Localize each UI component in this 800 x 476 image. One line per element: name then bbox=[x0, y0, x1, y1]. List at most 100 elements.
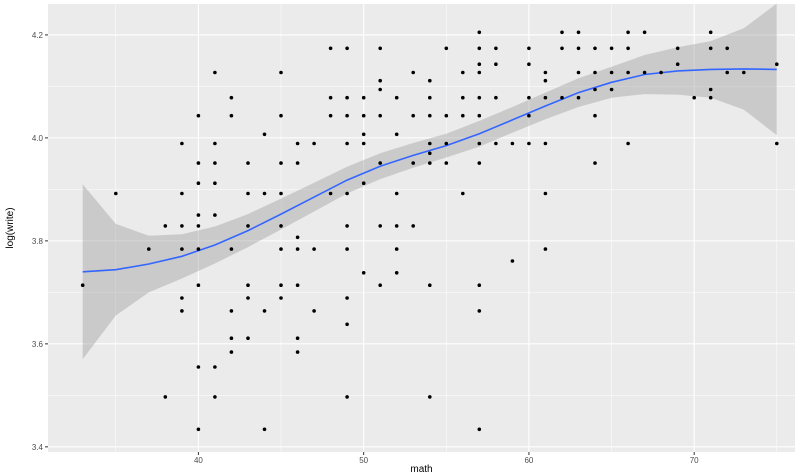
data-point bbox=[527, 141, 531, 146]
data-point bbox=[180, 296, 184, 300]
data-point bbox=[494, 141, 498, 146]
confidence-ribbon bbox=[82, 3, 777, 360]
data-point bbox=[196, 427, 201, 432]
data-point bbox=[213, 181, 217, 185]
data-point bbox=[477, 113, 482, 118]
data-point bbox=[361, 113, 366, 118]
data-point bbox=[378, 46, 383, 51]
data-point bbox=[560, 95, 564, 100]
data-point bbox=[345, 224, 349, 228]
x-tick-label: 40 bbox=[194, 456, 203, 465]
data-point bbox=[708, 46, 713, 51]
data-point bbox=[775, 141, 779, 146]
data-point bbox=[180, 309, 184, 313]
data-point bbox=[246, 224, 250, 228]
data-point bbox=[494, 95, 498, 100]
data-point bbox=[196, 283, 201, 288]
data-point bbox=[345, 395, 349, 399]
data-point bbox=[213, 70, 217, 75]
y-axis-title: log(write) bbox=[5, 207, 16, 248]
data-point bbox=[345, 141, 349, 146]
data-point bbox=[229, 113, 234, 118]
data-point bbox=[626, 70, 630, 75]
data-point bbox=[593, 46, 597, 51]
data-point bbox=[262, 132, 267, 137]
data-point bbox=[213, 213, 217, 217]
data-point bbox=[361, 132, 366, 137]
data-point bbox=[196, 161, 201, 165]
data-point bbox=[114, 191, 118, 196]
data-point bbox=[510, 259, 515, 263]
data-point bbox=[477, 427, 482, 432]
y-tick-label: 3.6 bbox=[32, 340, 44, 349]
data-point bbox=[229, 336, 234, 341]
data-point bbox=[428, 95, 432, 100]
data-point bbox=[279, 113, 283, 118]
data-point bbox=[394, 224, 399, 228]
data-point bbox=[295, 235, 300, 240]
data-point bbox=[279, 296, 283, 300]
data-point bbox=[394, 191, 399, 196]
data-point bbox=[593, 87, 597, 92]
data-point bbox=[213, 365, 217, 369]
data-point bbox=[180, 224, 184, 228]
data-point bbox=[411, 70, 416, 75]
data-point bbox=[196, 213, 201, 217]
data-point bbox=[593, 113, 597, 118]
x-axis-title: math bbox=[410, 464, 432, 475]
data-point bbox=[444, 46, 449, 51]
data-point bbox=[708, 30, 713, 35]
data-point bbox=[477, 283, 482, 288]
data-point bbox=[725, 46, 729, 51]
data-point bbox=[444, 113, 449, 118]
data-point bbox=[279, 224, 283, 228]
data-point bbox=[708, 87, 713, 92]
data-point bbox=[295, 141, 300, 146]
data-point bbox=[213, 395, 217, 399]
data-point bbox=[494, 62, 498, 66]
x-tick-label: 70 bbox=[690, 456, 699, 465]
data-point bbox=[196, 365, 201, 369]
data-point bbox=[279, 191, 283, 196]
data-point bbox=[312, 247, 316, 251]
data-point bbox=[742, 70, 746, 75]
data-point bbox=[361, 271, 366, 275]
data-point bbox=[345, 322, 349, 327]
data-point bbox=[560, 46, 564, 51]
grid-major bbox=[48, 4, 795, 452]
data-point bbox=[543, 78, 548, 83]
data-point bbox=[675, 46, 680, 51]
data-point bbox=[246, 191, 250, 196]
x-axis-ticks: 40 50 60 70 bbox=[194, 452, 699, 465]
y-tick-label: 4.2 bbox=[32, 31, 44, 40]
data-point bbox=[246, 283, 250, 288]
data-point bbox=[345, 247, 349, 251]
data-point bbox=[576, 95, 581, 100]
data-point bbox=[477, 30, 482, 35]
data-point bbox=[328, 46, 333, 51]
data-point bbox=[461, 113, 465, 118]
data-point bbox=[262, 191, 267, 196]
x-tick-label: 60 bbox=[524, 456, 533, 465]
data-point bbox=[609, 87, 614, 92]
data-point bbox=[295, 283, 300, 288]
data-point bbox=[725, 70, 729, 75]
data-point bbox=[229, 247, 234, 251]
data-point bbox=[642, 30, 647, 35]
data-point bbox=[229, 350, 234, 354]
data-point bbox=[527, 113, 531, 118]
data-point bbox=[246, 296, 250, 300]
x-tick-label: 50 bbox=[359, 456, 368, 465]
data-point bbox=[411, 161, 416, 165]
data-point bbox=[428, 78, 432, 83]
data-point bbox=[626, 46, 630, 51]
data-point bbox=[279, 283, 283, 288]
data-point bbox=[262, 309, 267, 313]
data-point bbox=[477, 161, 482, 165]
data-point bbox=[394, 271, 399, 275]
data-point bbox=[279, 70, 283, 75]
data-point bbox=[378, 78, 383, 83]
data-point bbox=[295, 336, 300, 341]
data-point bbox=[477, 46, 482, 51]
